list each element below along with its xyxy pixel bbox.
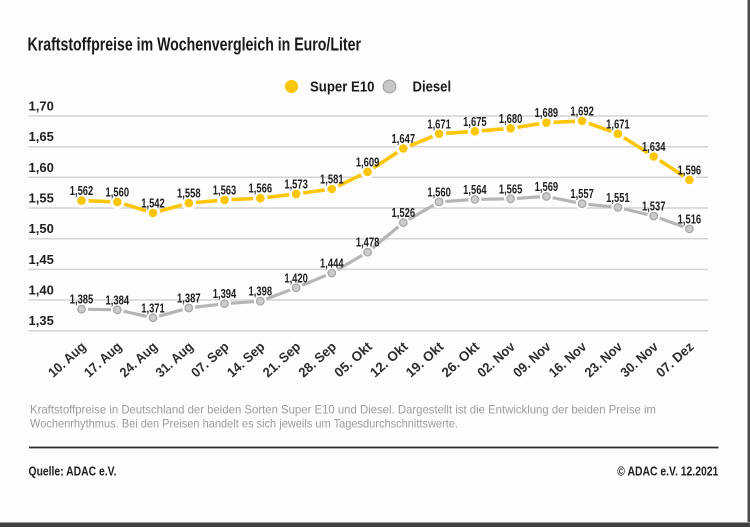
svg-text:1,50: 1,50 xyxy=(29,221,54,236)
svg-text:1,560: 1,560 xyxy=(106,185,130,199)
svg-text:1,65: 1,65 xyxy=(29,129,54,144)
svg-text:1,647: 1,647 xyxy=(392,132,416,146)
svg-text:1,551: 1,551 xyxy=(606,191,630,205)
svg-text:Diesel: Diesel xyxy=(413,79,452,95)
svg-text:1,542: 1,542 xyxy=(141,196,165,210)
svg-text:1,557: 1,557 xyxy=(570,187,594,201)
svg-text:1,596: 1,596 xyxy=(678,163,702,177)
svg-text:1,569: 1,569 xyxy=(535,180,559,194)
svg-text:1,35: 1,35 xyxy=(29,313,54,328)
svg-text:1,573: 1,573 xyxy=(284,177,308,191)
svg-text:1,384: 1,384 xyxy=(106,293,130,307)
svg-text:© ADAC e.V. 12.2021: © ADAC e.V. 12.2021 xyxy=(617,465,718,479)
svg-text:Kraftstoffpreise in Deutschlan: Kraftstoffpreise in Deutschland der beid… xyxy=(30,402,656,416)
svg-text:1,692: 1,692 xyxy=(570,104,594,118)
svg-text:1,634: 1,634 xyxy=(642,140,666,154)
svg-text:1,387: 1,387 xyxy=(177,292,201,306)
svg-text:1,566: 1,566 xyxy=(249,182,273,196)
svg-text:1,385: 1,385 xyxy=(70,293,94,307)
svg-text:1,55: 1,55 xyxy=(29,191,54,206)
svg-text:1,398: 1,398 xyxy=(249,285,273,299)
svg-text:1,371: 1,371 xyxy=(141,301,165,315)
svg-text:1,526: 1,526 xyxy=(392,206,416,220)
svg-text:1,70: 1,70 xyxy=(29,99,54,114)
svg-text:1,689: 1,689 xyxy=(535,106,559,120)
svg-text:Wochenrhythmus. Bei den Preise: Wochenrhythmus. Bei den Preisen handelt … xyxy=(30,416,458,430)
svg-text:1,671: 1,671 xyxy=(606,117,630,131)
svg-text:1,609: 1,609 xyxy=(356,155,380,169)
svg-text:1,537: 1,537 xyxy=(642,200,666,214)
svg-text:1,565: 1,565 xyxy=(499,182,523,196)
svg-text:Kraftstoffpreise im Wochenverg: Kraftstoffpreise im Wochenvergleich in E… xyxy=(28,33,362,54)
svg-text:1,562: 1,562 xyxy=(70,184,94,198)
svg-text:Quelle: ADAC e.V.: Quelle: ADAC e.V. xyxy=(29,465,117,479)
svg-text:1,45: 1,45 xyxy=(29,252,54,267)
svg-text:1,671: 1,671 xyxy=(427,117,451,131)
svg-text:1,675: 1,675 xyxy=(463,115,487,129)
svg-text:1,680: 1,680 xyxy=(499,112,523,126)
svg-text:1,581: 1,581 xyxy=(320,173,344,187)
svg-text:1,564: 1,564 xyxy=(463,183,487,197)
svg-text:1,558: 1,558 xyxy=(177,187,201,201)
svg-text:1,516: 1,516 xyxy=(678,212,702,226)
svg-text:1,560: 1,560 xyxy=(427,185,451,199)
svg-text:1,563: 1,563 xyxy=(213,184,237,198)
svg-text:Super E10: Super E10 xyxy=(310,79,375,95)
svg-text:1,420: 1,420 xyxy=(284,271,308,285)
svg-text:1,40: 1,40 xyxy=(29,283,54,298)
svg-text:1,444: 1,444 xyxy=(320,257,344,271)
svg-text:1,60: 1,60 xyxy=(29,160,54,175)
svg-text:1,478: 1,478 xyxy=(356,236,380,250)
svg-text:1,394: 1,394 xyxy=(213,287,237,301)
